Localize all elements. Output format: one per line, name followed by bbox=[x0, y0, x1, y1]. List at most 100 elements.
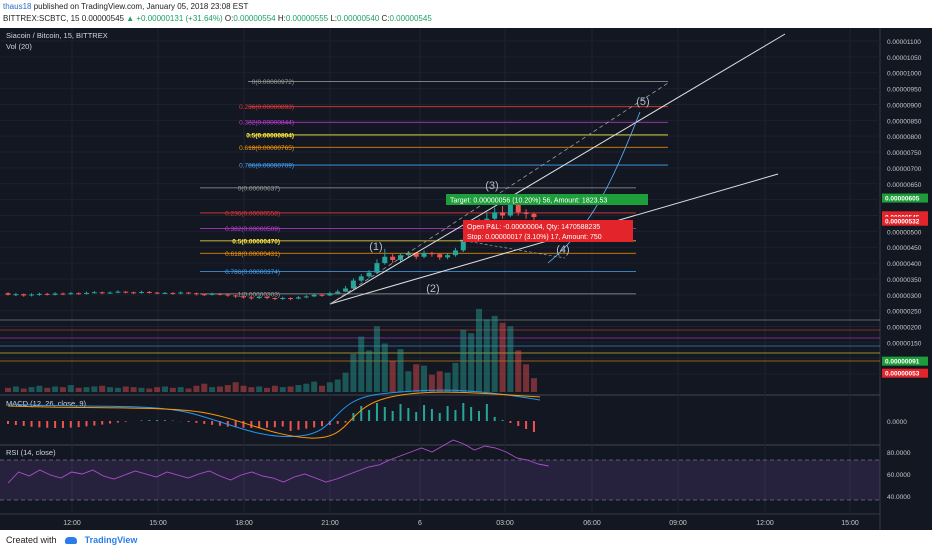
author-name[interactable]: thaus18 bbox=[3, 2, 32, 11]
volume-bar bbox=[287, 386, 294, 392]
volume-bar bbox=[201, 383, 208, 392]
candle-body bbox=[248, 297, 254, 299]
candle-body bbox=[233, 295, 239, 297]
candle-body bbox=[5, 293, 11, 295]
candle-body bbox=[460, 240, 466, 251]
candle-body bbox=[350, 280, 356, 289]
candle-body bbox=[288, 297, 294, 299]
close-label: C: bbox=[381, 14, 390, 23]
candle-body bbox=[170, 292, 176, 294]
candle-body bbox=[256, 297, 262, 299]
volume-bar bbox=[36, 385, 43, 392]
volume-bar bbox=[476, 308, 482, 392]
price-tag bbox=[882, 216, 928, 226]
pane-separator bbox=[0, 394, 880, 396]
volume-bar bbox=[523, 364, 530, 392]
candle-body bbox=[115, 291, 121, 293]
candle-body bbox=[311, 294, 317, 297]
volume-bar bbox=[12, 386, 19, 392]
candle-body bbox=[445, 255, 451, 258]
rsi-pane: RSI (14, close) 80.0000 60.0000 40.0000 bbox=[0, 439, 911, 501]
trendline bbox=[329, 82, 669, 305]
pnl-text: Open P&L: -0.00000004, Qty: 1470588235 bbox=[467, 224, 600, 231]
volume-bar bbox=[413, 364, 420, 392]
rsi-line bbox=[7, 439, 549, 484]
volume-bar bbox=[319, 385, 325, 392]
created-with-text: Created with bbox=[6, 535, 57, 545]
price-tick-label: 0.00000950 bbox=[887, 87, 922, 94]
volume-bar bbox=[20, 388, 27, 392]
candle-body bbox=[327, 293, 333, 296]
tradingview-logo[interactable]: TradingView bbox=[84, 535, 138, 545]
candle-body bbox=[178, 292, 184, 294]
macd-pane: MACD (12, 26, close, 9) 0.0000 bbox=[6, 389, 907, 439]
volume-bar bbox=[350, 353, 357, 392]
volume-bar bbox=[326, 382, 333, 392]
candle-body bbox=[390, 256, 396, 260]
elliott-wave-label: (5) bbox=[636, 96, 649, 108]
chart-title: Siacoin / Bitcoin, 15, BITTREX bbox=[6, 31, 108, 40]
price-tick-label: 0.00001100 bbox=[887, 39, 921, 46]
volume-bar bbox=[436, 371, 443, 392]
high-label: H: bbox=[277, 14, 286, 23]
stop-text: Stop: 0.00000017 (3.10%) 17, Amount: 750 bbox=[467, 234, 602, 241]
candle-body bbox=[343, 288, 349, 292]
volume-bar bbox=[193, 385, 200, 392]
volume-bar bbox=[389, 360, 396, 392]
publish-header: thaus18 published on TradingView.com, Ja… bbox=[0, 0, 932, 28]
ohlc-line: BITTREX:SCBTC, 15 0.00000545 ▲ +0.000001… bbox=[3, 14, 432, 23]
price-tick-label: 0.00001000 bbox=[887, 71, 922, 78]
trendline bbox=[329, 33, 786, 305]
time-tick-label: 12:00 bbox=[756, 520, 774, 527]
candle-body bbox=[405, 253, 411, 256]
time-tick-label: 6 bbox=[418, 520, 422, 527]
footer: Created with TradingView bbox=[0, 530, 932, 550]
volume-bar bbox=[405, 371, 412, 392]
candle-body bbox=[500, 212, 506, 216]
volume-bar bbox=[507, 326, 514, 392]
volume-bar bbox=[444, 372, 451, 392]
time-tick-label: 12:00 bbox=[63, 520, 81, 527]
low-value: 0.00000540 bbox=[337, 14, 380, 23]
time-tick-label: 15:00 bbox=[841, 520, 859, 527]
candle-body bbox=[84, 292, 89, 294]
volume-bar bbox=[397, 349, 404, 392]
candle-body bbox=[131, 292, 137, 294]
candle-body bbox=[437, 254, 443, 258]
price-tick-label: 0.00000450 bbox=[887, 245, 922, 252]
volume-bars bbox=[5, 308, 537, 392]
macd-line bbox=[7, 389, 541, 438]
candle-body bbox=[44, 293, 50, 295]
price-tag bbox=[882, 193, 928, 203]
volume-bar bbox=[91, 386, 98, 392]
candle-body bbox=[36, 293, 42, 295]
candle-body bbox=[358, 276, 364, 281]
volume-bar bbox=[83, 387, 90, 392]
price-tag-label: 0.00000091 bbox=[885, 359, 920, 366]
publish-line: thaus18 published on TradingView.com, Ja… bbox=[3, 2, 248, 11]
time-tick-label: 15:00 bbox=[149, 520, 167, 527]
candle-body bbox=[507, 199, 513, 216]
volume-bar bbox=[52, 386, 59, 392]
candle-body bbox=[209, 293, 215, 295]
fib-level-label: 0.5(0.00000470) bbox=[232, 238, 280, 245]
volume-bar bbox=[146, 388, 153, 392]
time-tick-label: 03:00 bbox=[496, 520, 514, 527]
fib-level-label: 1(0.00000303) bbox=[238, 291, 280, 298]
price-tick-label: 0.00000800 bbox=[887, 134, 922, 141]
fib-level-label: 0.618(0.00000431) bbox=[225, 251, 280, 258]
volume-bar bbox=[224, 385, 231, 392]
volume-bar bbox=[256, 386, 263, 392]
volume-bar bbox=[216, 386, 223, 392]
volume-bar bbox=[185, 388, 192, 392]
candle-body bbox=[146, 291, 152, 293]
chart-svg[interactable]: 0(0.00000972) 0.236(0.00000893) 0.382(0.00… bbox=[0, 28, 932, 530]
candle-body bbox=[13, 294, 19, 296]
candle-body bbox=[382, 256, 388, 264]
chart-area[interactable]: 0(0.00000972) 0.236(0.00000893) 0.382(0.00… bbox=[0, 28, 932, 530]
elliott-wave-label: (4) bbox=[556, 244, 569, 256]
volume-bar bbox=[342, 372, 349, 392]
macd-axis-label: 0.0000 bbox=[887, 419, 907, 426]
volume-bar bbox=[468, 333, 475, 392]
position-box bbox=[463, 220, 633, 242]
